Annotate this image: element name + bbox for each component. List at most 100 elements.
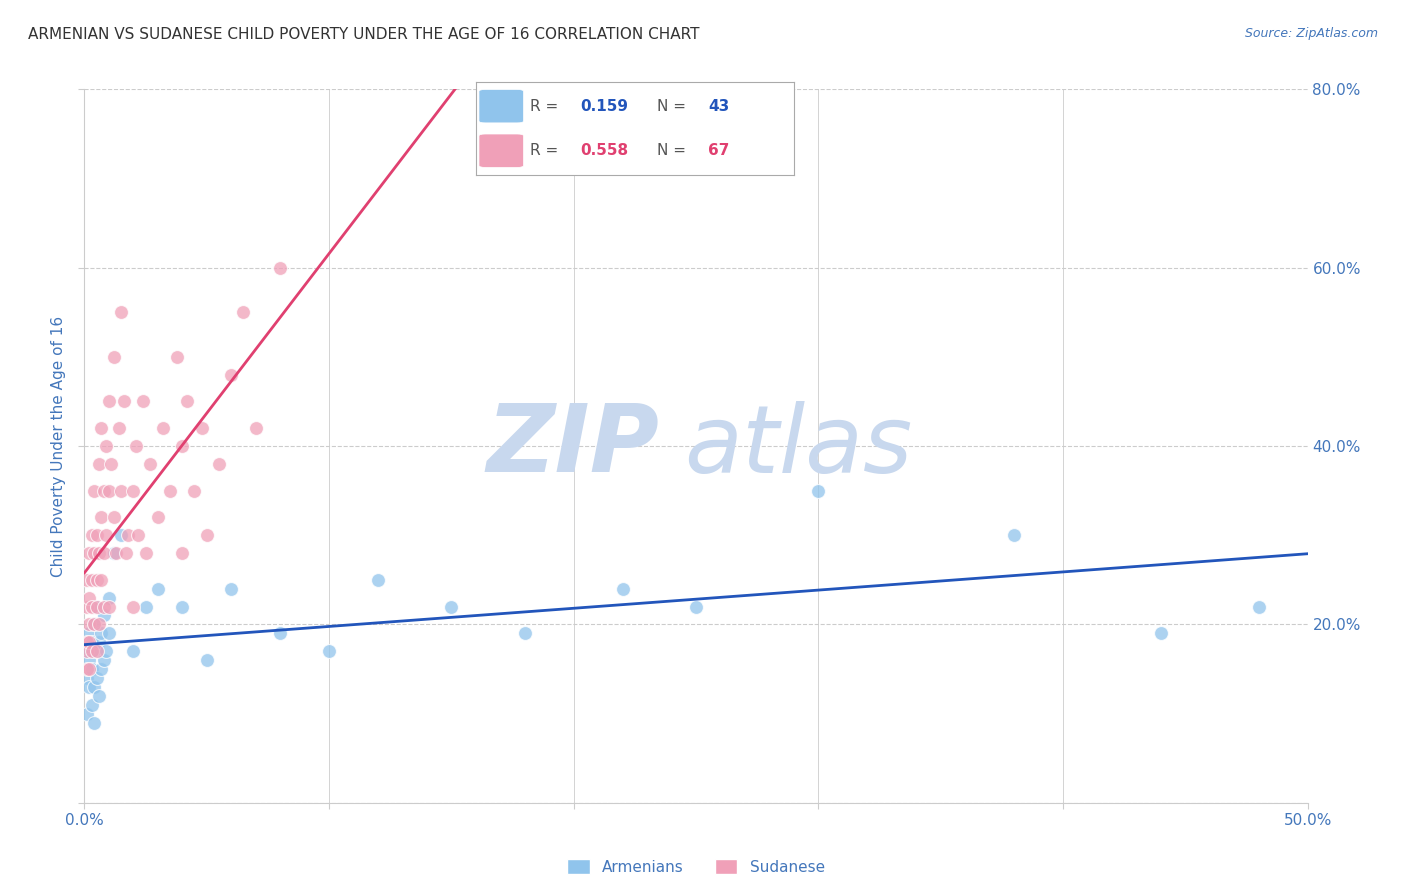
Point: [87, 635, 110, 649]
Text: N =: N =: [657, 144, 690, 158]
Point: [172, 546, 194, 560]
Point: [90, 573, 112, 587]
Point: [83, 617, 105, 632]
Point: [97, 626, 120, 640]
Y-axis label: Child Poverty Under the Age of 16: Child Poverty Under the Age of 16: [51, 316, 66, 576]
Point: [110, 528, 132, 542]
Point: [76, 573, 98, 587]
Point: [97, 599, 120, 614]
Point: [76, 662, 98, 676]
Point: [80, 528, 103, 542]
Point: [93, 599, 115, 614]
Point: [76, 706, 98, 721]
Text: R =: R =: [530, 99, 562, 113]
Point: [219, 582, 242, 596]
Point: [1150, 626, 1173, 640]
Point: [93, 653, 115, 667]
Point: [80, 599, 103, 614]
Point: [76, 635, 98, 649]
Text: 0.159: 0.159: [581, 99, 628, 113]
Point: [77, 662, 100, 676]
Point: [77, 680, 100, 694]
Point: [110, 305, 132, 319]
Text: ZIP: ZIP: [486, 400, 659, 492]
Point: [86, 644, 108, 658]
Point: [132, 394, 155, 409]
Point: [152, 421, 174, 435]
Point: [318, 644, 340, 658]
Point: [172, 439, 194, 453]
Point: [77, 626, 100, 640]
Point: [146, 510, 169, 524]
Point: [86, 671, 108, 685]
Point: [97, 394, 120, 409]
Point: [83, 483, 105, 498]
Point: [76, 644, 98, 658]
Point: [367, 573, 389, 587]
Point: [122, 644, 145, 658]
Point: [80, 635, 103, 649]
Point: [122, 483, 145, 498]
Point: [80, 644, 103, 658]
Point: [83, 546, 105, 560]
Point: [96, 439, 118, 453]
Point: [83, 680, 105, 694]
Point: [232, 305, 254, 319]
Point: [440, 599, 463, 614]
Text: ARMENIAN VS SUDANESE CHILD POVERTY UNDER THE AGE OF 16 CORRELATION CHART: ARMENIAN VS SUDANESE CHILD POVERTY UNDER…: [28, 27, 700, 42]
Text: 43: 43: [709, 99, 730, 113]
Point: [80, 573, 103, 587]
Text: 0.558: 0.558: [581, 144, 628, 158]
Point: [1002, 528, 1025, 542]
Point: [80, 698, 103, 712]
Point: [135, 546, 157, 560]
Legend: Armenians, Sudanese: Armenians, Sudanese: [561, 853, 831, 880]
Text: R =: R =: [530, 144, 562, 158]
Point: [93, 483, 115, 498]
Point: [77, 653, 100, 667]
Point: [159, 483, 181, 498]
Point: [219, 368, 242, 382]
Point: [103, 350, 125, 364]
Point: [90, 626, 112, 640]
Point: [87, 546, 110, 560]
Point: [115, 546, 138, 560]
Point: [191, 421, 214, 435]
Point: [86, 528, 108, 542]
Point: [107, 421, 129, 435]
Point: [176, 394, 198, 409]
Point: [77, 546, 100, 560]
Text: Source: ZipAtlas.com: Source: ZipAtlas.com: [1244, 27, 1378, 40]
Point: [76, 671, 98, 685]
Point: [139, 457, 162, 471]
Point: [103, 510, 125, 524]
Point: [208, 457, 231, 471]
Point: [97, 591, 120, 605]
Point: [93, 608, 115, 623]
Point: [269, 260, 291, 275]
Point: [76, 644, 98, 658]
Point: [195, 528, 218, 542]
Point: [77, 635, 100, 649]
Point: [90, 662, 112, 676]
Point: [513, 626, 536, 640]
Point: [105, 546, 128, 560]
Text: N =: N =: [657, 99, 690, 113]
Point: [125, 439, 148, 453]
Point: [90, 421, 112, 435]
Point: [183, 483, 205, 498]
Point: [807, 483, 830, 498]
Point: [87, 617, 110, 632]
Point: [112, 394, 135, 409]
FancyBboxPatch shape: [479, 89, 523, 123]
Point: [86, 599, 108, 614]
Point: [685, 599, 707, 614]
Point: [612, 582, 634, 596]
Point: [269, 626, 291, 640]
Point: [1247, 599, 1270, 614]
Point: [172, 599, 194, 614]
Point: [103, 546, 125, 560]
Text: atlas: atlas: [683, 401, 912, 491]
Text: 67: 67: [709, 144, 730, 158]
Point: [80, 662, 103, 676]
